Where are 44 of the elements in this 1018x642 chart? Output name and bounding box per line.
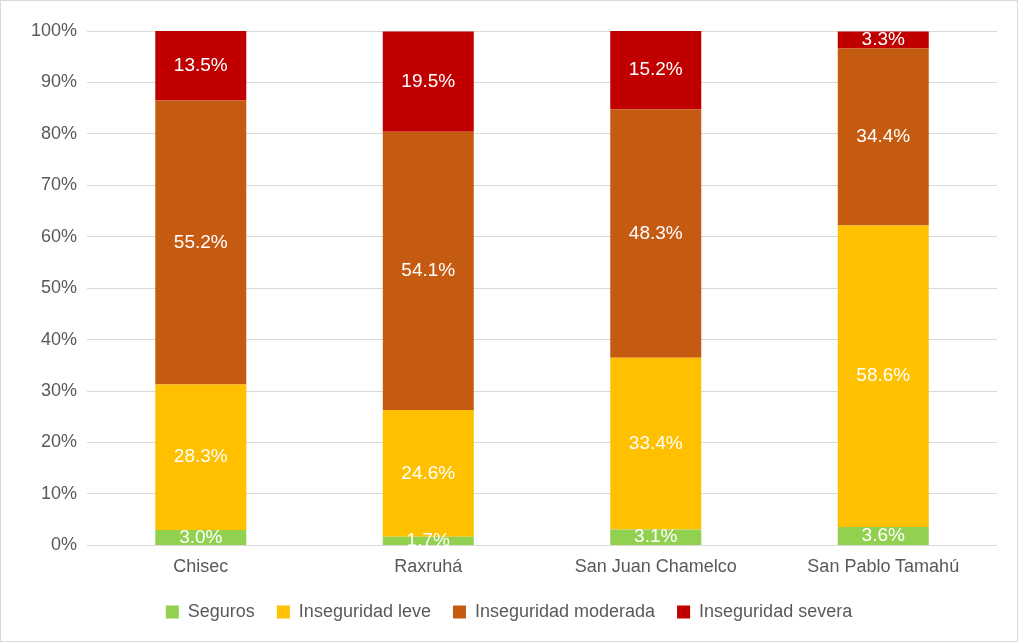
- y-tick-label: 80%: [41, 122, 78, 143]
- y-tick-label: 20%: [41, 431, 78, 452]
- x-tick-label: San Juan Chamelco: [574, 556, 737, 577]
- data-label: 34.4%: [856, 125, 911, 147]
- legend-label: Seguros: [187, 600, 255, 621]
- x-tick-label: San Pablo Tamahú: [807, 556, 960, 577]
- data-label: 54.1%: [401, 259, 456, 281]
- legend-label: Inseguridad moderada: [474, 600, 657, 621]
- data-label: 3.1%: [634, 525, 678, 547]
- bar: [155, 100, 247, 385]
- bar: [610, 31, 702, 110]
- bar: [382, 131, 474, 411]
- y-tick-label: 60%: [41, 225, 78, 246]
- data-label: 48.3%: [628, 221, 683, 243]
- data-label: 55.2%: [173, 230, 228, 252]
- data-label: 58.6%: [856, 364, 911, 386]
- bar: [610, 357, 702, 530]
- data-label: 28.3%: [173, 445, 228, 467]
- y-tick-label: 40%: [41, 328, 78, 349]
- y-tick-label: 10%: [41, 482, 78, 503]
- bar: [155, 31, 247, 101]
- data-label: 3.0%: [179, 525, 223, 547]
- y-tick-label: 70%: [41, 174, 78, 195]
- data-label: 3.3%: [861, 28, 906, 50]
- x-tick-label: Chisec: [173, 556, 229, 577]
- y-tick-label: 50%: [41, 277, 78, 298]
- y-tick-label: 90%: [41, 71, 78, 92]
- bar: [155, 384, 247, 530]
- y-tick-label: 30%: [41, 380, 78, 401]
- data-label: 19.5%: [401, 69, 456, 91]
- data-label: 33.4%: [628, 431, 683, 453]
- data-label: 3.6%: [861, 524, 906, 546]
- y-tick-label: 100%: [30, 19, 78, 40]
- legend-label: Inseguridad leve: [298, 600, 431, 621]
- y-tick-label: 0%: [51, 534, 78, 555]
- x-tick-label: Raxruhá: [394, 556, 464, 577]
- bar: [610, 109, 702, 358]
- data-label: 13.5%: [173, 53, 228, 75]
- data-label: 24.6%: [401, 461, 456, 483]
- data-label: 15.2%: [628, 58, 683, 80]
- legend-label: Inseguridad severa: [699, 600, 854, 621]
- bar: [382, 31, 474, 132]
- bar: [837, 225, 929, 527]
- bar: [837, 48, 929, 226]
